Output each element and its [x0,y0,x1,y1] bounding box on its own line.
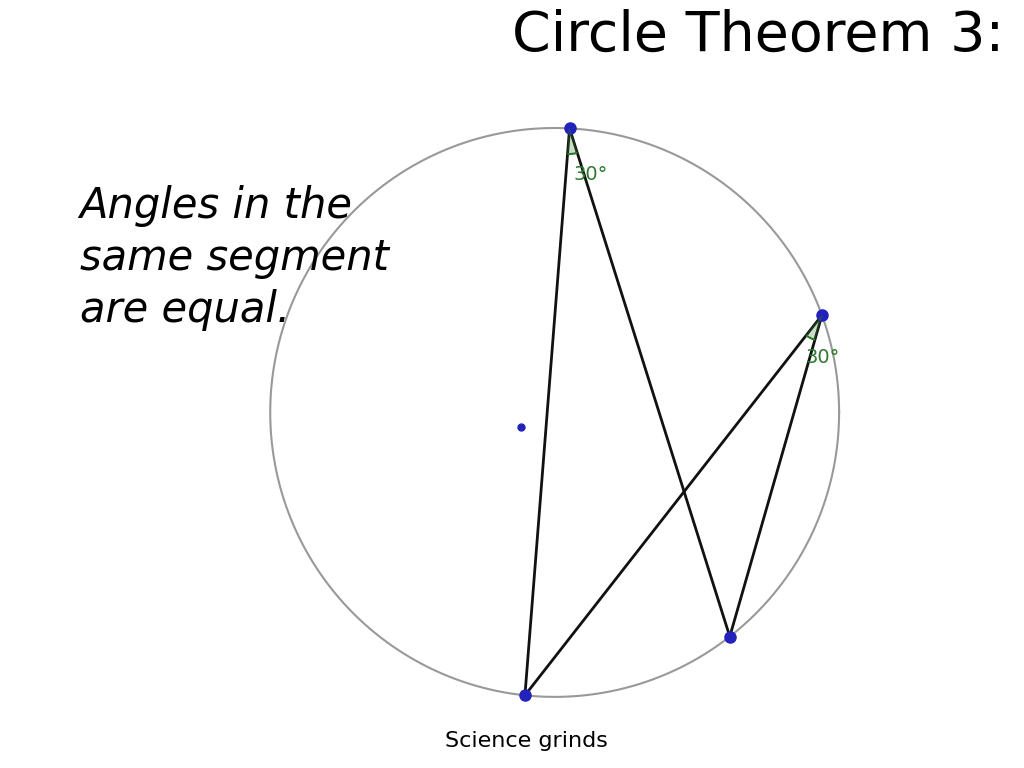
Polygon shape [806,315,822,339]
Polygon shape [567,128,578,154]
Text: Angles in the
same segment
are equal.: Angles in the same segment are equal. [80,185,389,331]
Text: Circle Theorem 3: Segment Angles: Circle Theorem 3: Segment Angles [512,8,1024,62]
Text: 30°: 30° [573,165,608,184]
Text: 30°: 30° [805,348,840,367]
Text: Science grinds: Science grinds [444,731,607,751]
